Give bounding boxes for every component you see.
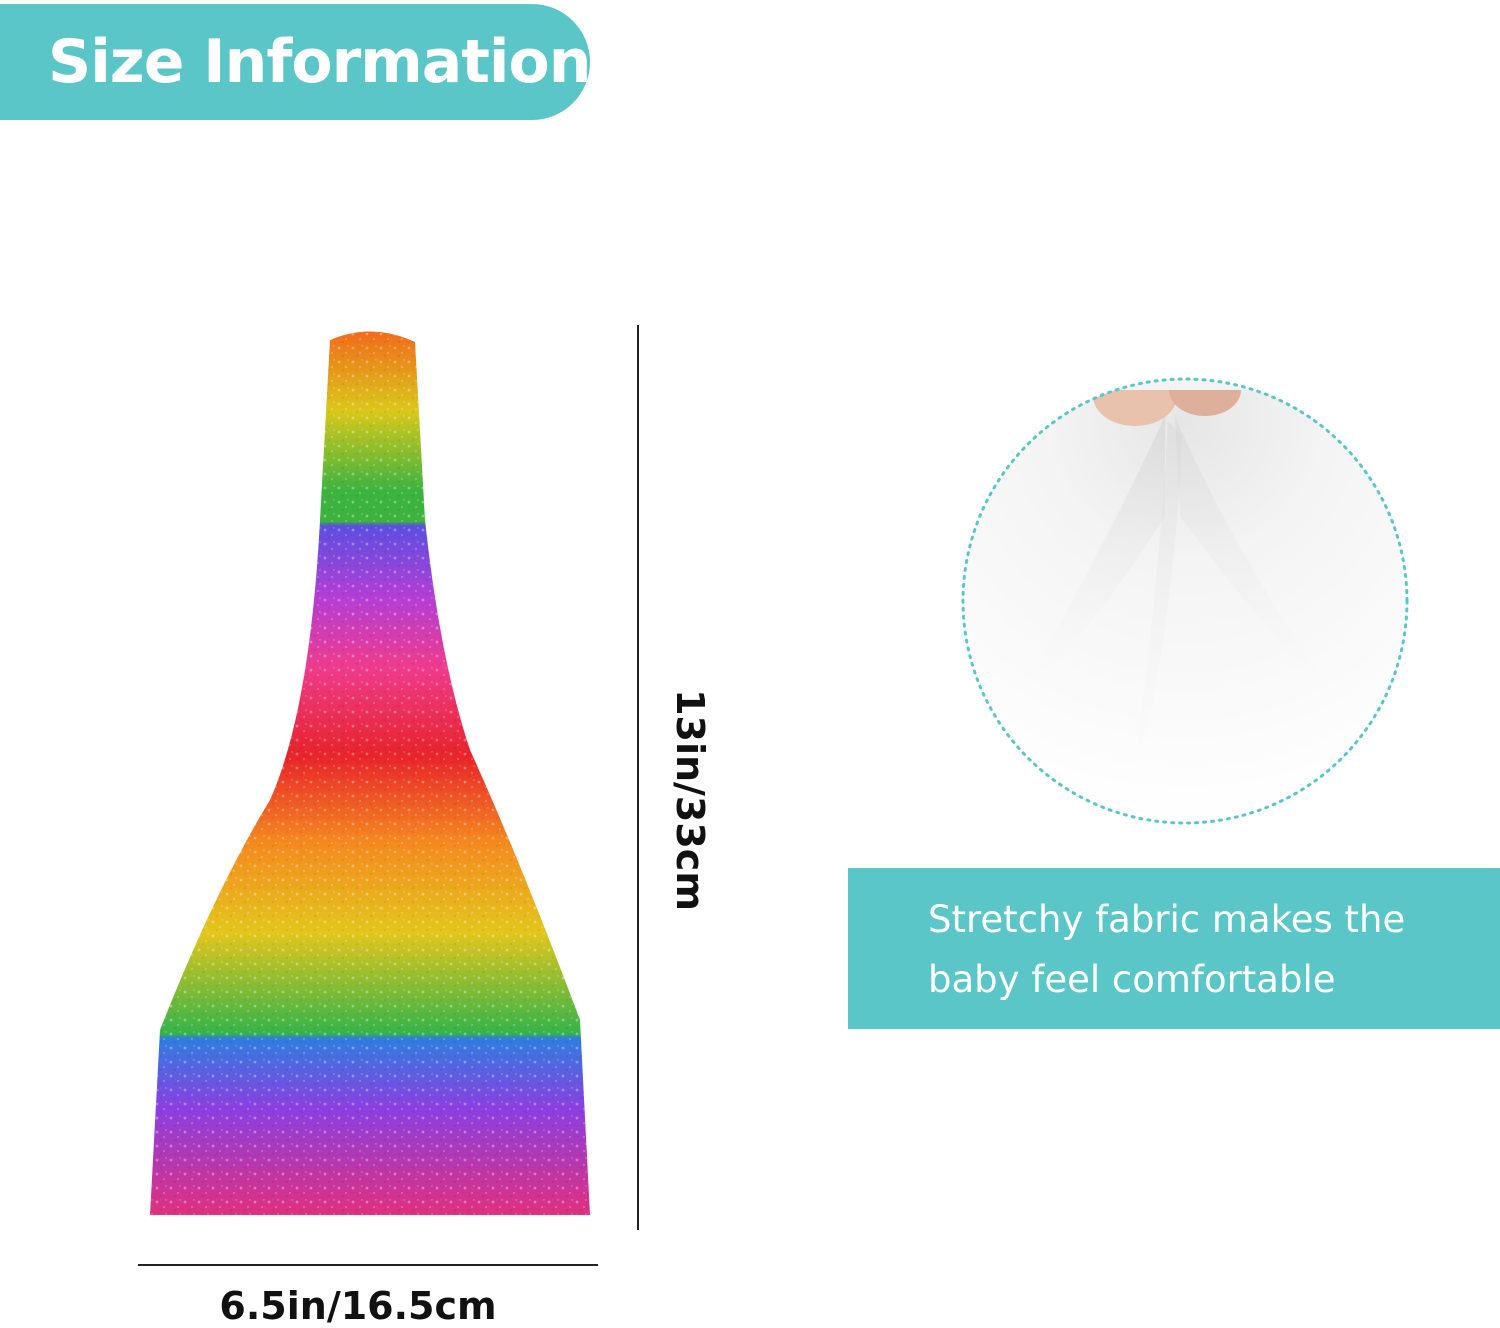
stretchy-fabric-closeup-image [960,376,1410,826]
feature-line-1: Stretchy fabric makes the [928,898,1406,941]
height-dimension-label: 13in/33cm [668,689,712,911]
rainbow-glitter-headband-image [140,330,600,1225]
size-information-badge: Size Information [0,4,591,120]
page-title: Size Information [48,27,591,97]
feature-callout: Stretchy fabric makes the baby feel comf… [848,868,1500,1029]
feature-line-2: baby feel comfortable [928,958,1336,1001]
width-dimension-label: 6.5in/16.5cm [219,1284,497,1328]
width-measure-line [138,1264,598,1266]
height-measure-line [637,325,639,1230]
